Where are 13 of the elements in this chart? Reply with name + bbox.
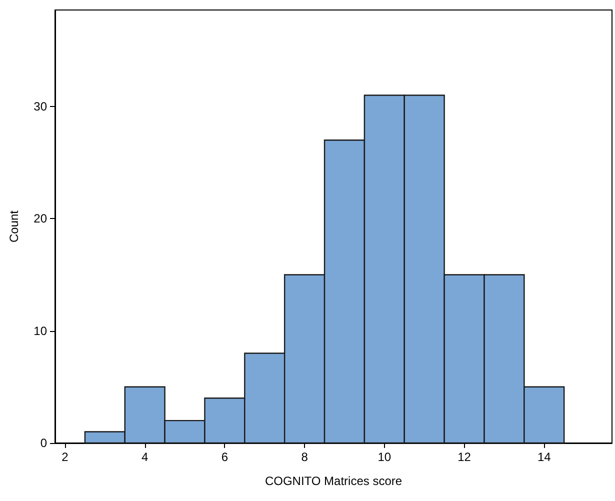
y-tick-label: 0 [40,436,48,450]
x-tick-label: 6 [221,450,228,464]
x-tick-label: 2 [62,450,69,464]
x-axis-title: COGNITO Matrices score [264,474,402,488]
y-tick-label: 30 [34,99,48,114]
x-tick-label: 4 [141,450,148,464]
x-tick-label: 14 [537,450,552,464]
x-tick-label: 12 [458,450,472,464]
y-tick-label: 10 [34,324,48,338]
y-axis-title: Count [7,210,21,243]
x-tick-label: 10 [378,450,392,464]
y-tick-label: 20 [34,212,48,226]
x-tick-label: 8 [301,450,308,464]
